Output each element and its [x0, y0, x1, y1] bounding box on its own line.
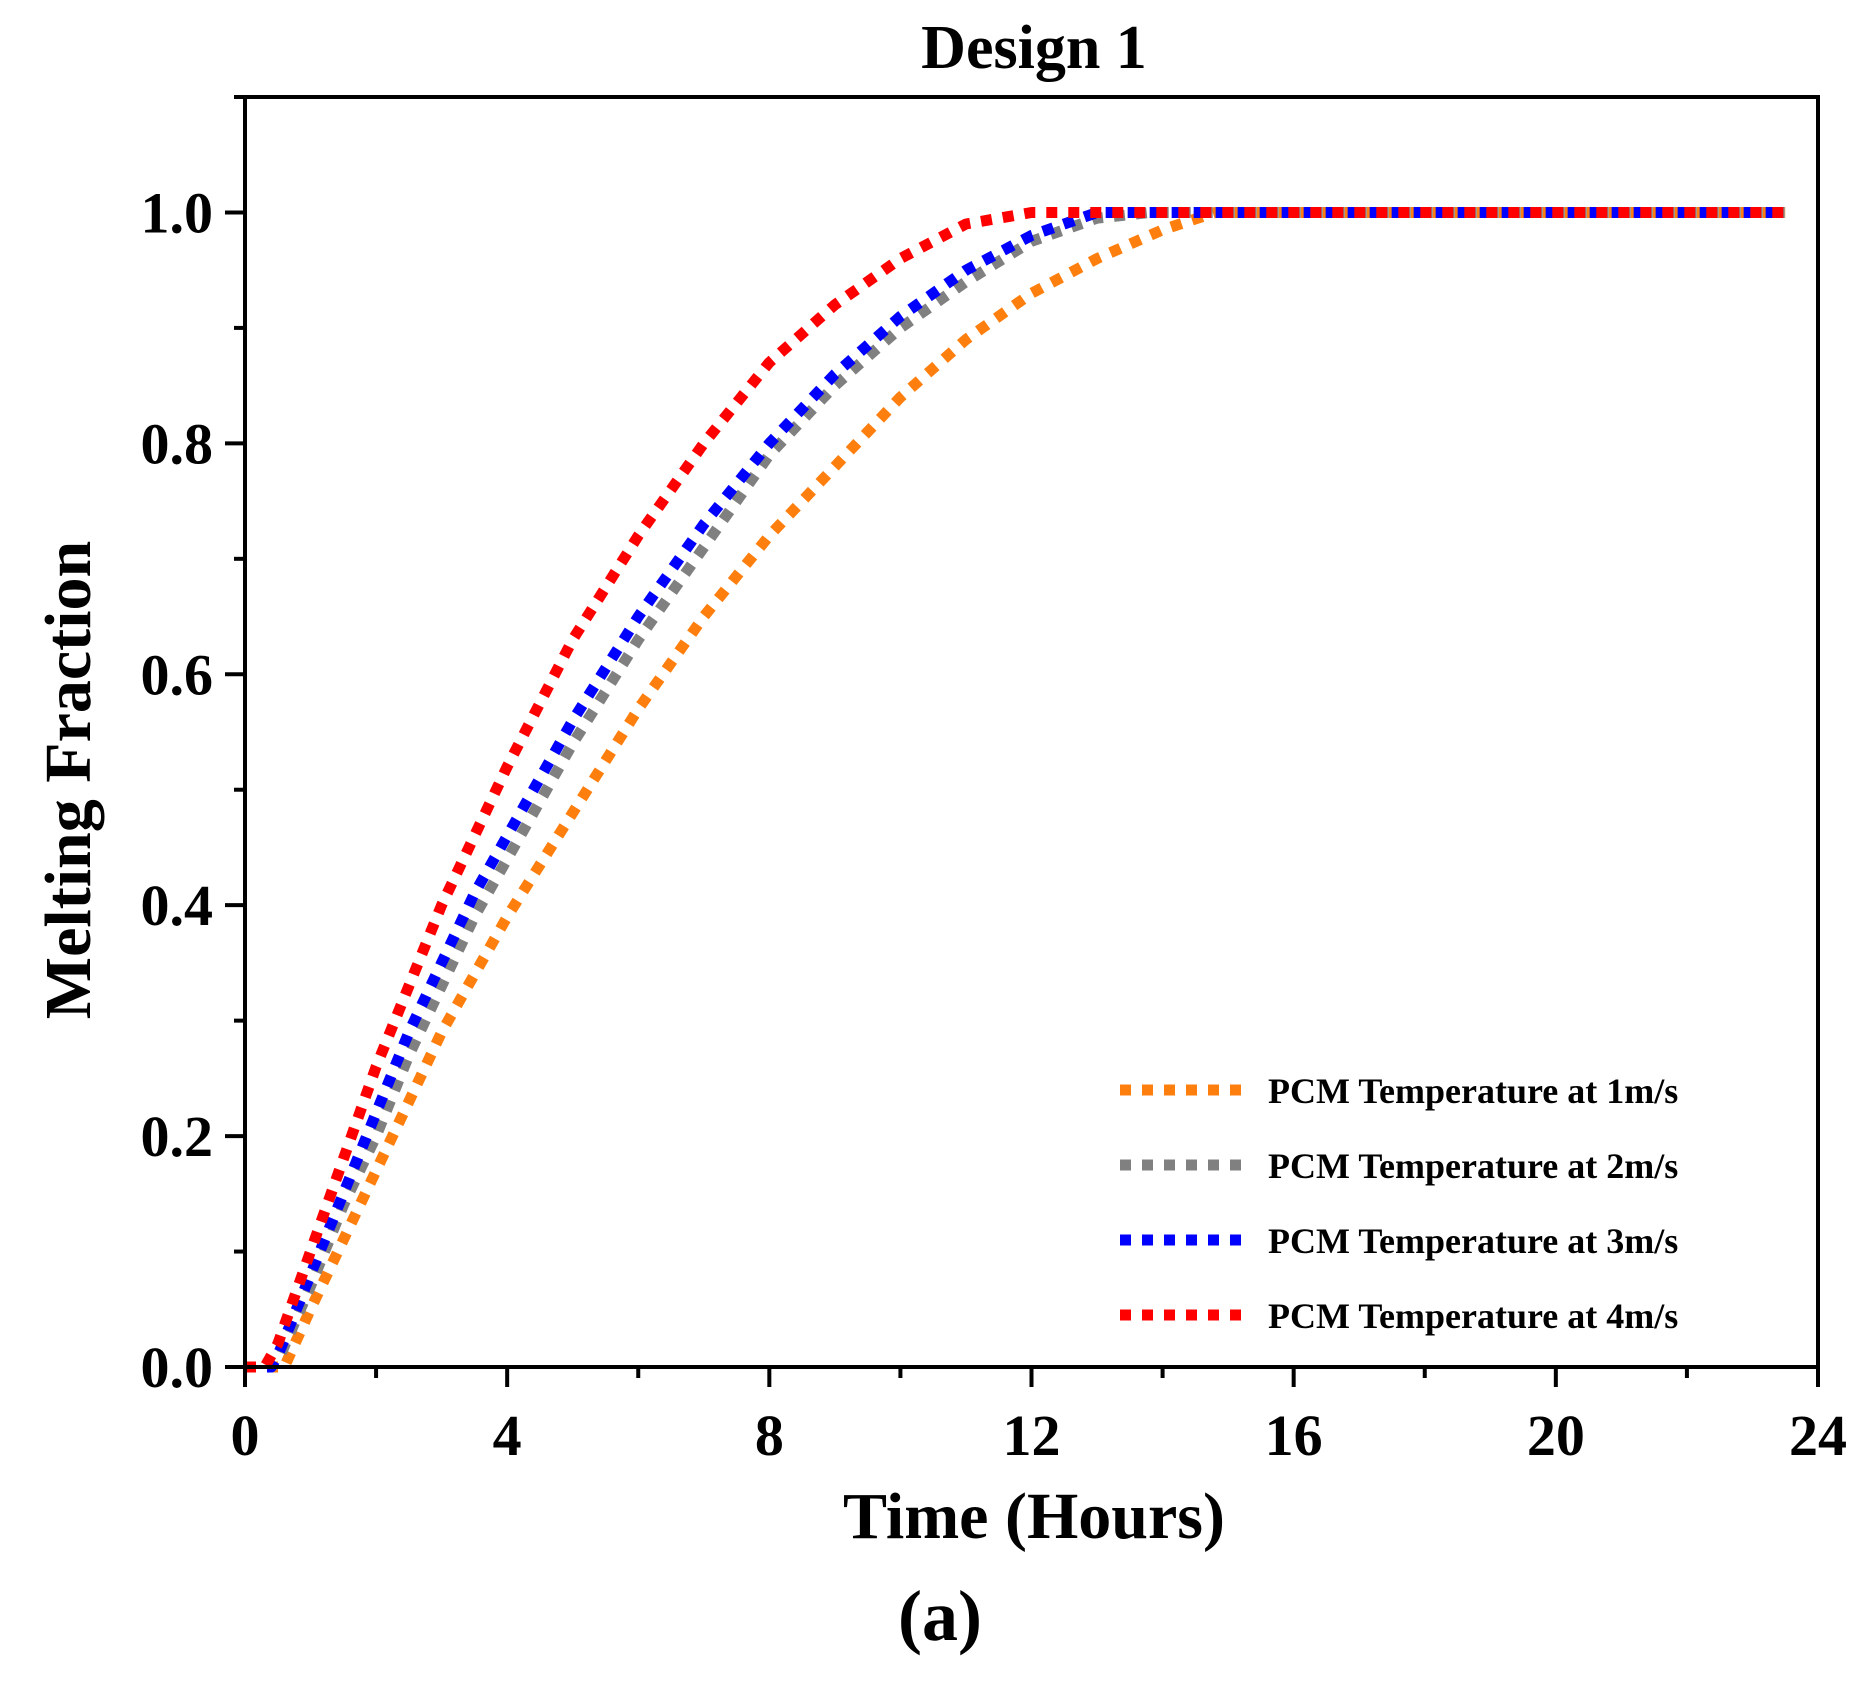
plot-area — [245, 97, 1818, 1367]
y-tick-label: 1.0 — [141, 180, 214, 245]
x-tick-label: 12 — [1003, 1403, 1061, 1468]
chart-title: Design 1 — [921, 14, 1147, 82]
y-tick-label: 0.0 — [141, 1335, 214, 1400]
axes-group: 0 4 8 12 16 20 24 0.0 0.2 0.4 0.6 0.8 1.0 — [141, 95, 1847, 1468]
y-tick-label: 0.4 — [141, 873, 214, 938]
x-tick-label: 24 — [1789, 1403, 1847, 1468]
y-tick-label: 0.6 — [141, 642, 214, 707]
figure-caption: (a) — [898, 1576, 982, 1656]
legend-label-2: PCM Temperature at 2m/s — [1268, 1146, 1678, 1186]
legend-label-1: PCM Temperature at 1m/s — [1268, 1071, 1678, 1111]
x-tick-label: 4 — [493, 1403, 522, 1468]
series-line-3 — [245, 207, 1786, 1373]
legend-label-3: PCM Temperature at 3m/s — [1268, 1221, 1678, 1261]
legend-label-4: PCM Temperature at 4m/s — [1268, 1296, 1678, 1336]
y-axis-label: Melting Fraction — [32, 541, 105, 1019]
legend: PCM Temperature at 1m/s PCM Temperature a… — [1120, 1071, 1678, 1336]
x-tick-label: 16 — [1265, 1403, 1323, 1468]
series-group — [245, 207, 1786, 1373]
y-tick-label: 0.8 — [141, 411, 214, 476]
y-tick-label: 0.2 — [141, 1104, 214, 1169]
x-tick-label: 0 — [231, 1403, 260, 1468]
series-line-4 — [245, 207, 1786, 1373]
x-axis-label: Time (Hours) — [843, 1480, 1225, 1553]
x-tick-label: 20 — [1527, 1403, 1585, 1468]
plot-background — [245, 97, 1818, 1367]
x-tick-label: 8 — [755, 1403, 784, 1468]
